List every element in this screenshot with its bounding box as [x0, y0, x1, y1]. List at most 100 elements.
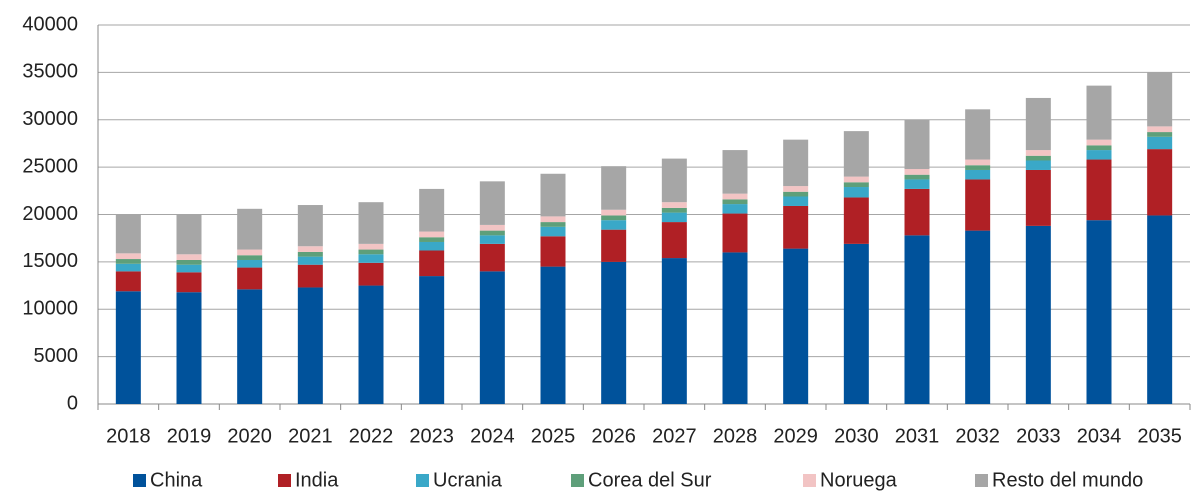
- bar-segment: [540, 173, 566, 217]
- bar-segment: [904, 235, 930, 404]
- legend-swatch: [416, 474, 429, 487]
- bar-segment: [1025, 160, 1051, 170]
- x-tick-label: 2031: [895, 425, 940, 447]
- y-tick-label: 40000: [22, 13, 78, 35]
- bar-segment: [601, 215, 627, 221]
- legend-label: Corea del Sur: [588, 469, 712, 491]
- y-tick-label: 10000: [22, 298, 78, 320]
- bar-segment: [419, 188, 445, 232]
- bar-segment: [176, 254, 202, 260]
- bar-segment: [115, 214, 141, 254]
- y-tick-label: 0: [67, 392, 78, 414]
- y-tick-label: 35000: [22, 61, 78, 83]
- bar-segment: [661, 207, 687, 213]
- bar-segment: [297, 264, 323, 288]
- legend-swatch: [278, 474, 291, 487]
- bar-segment: [783, 205, 809, 249]
- legend-swatch: [133, 474, 146, 487]
- bar-segment: [358, 262, 384, 286]
- bar-segment: [479, 224, 505, 231]
- bar-segment: [965, 109, 991, 160]
- bar-segment: [419, 237, 445, 242]
- x-tick-label: 2026: [591, 425, 636, 447]
- bar-segment: [1147, 136, 1173, 150]
- bar-segment: [1147, 149, 1173, 216]
- bar-segment: [965, 169, 991, 180]
- bar-segment: [419, 231, 445, 238]
- bar-segment: [358, 254, 384, 263]
- x-tick-label: 2019: [167, 425, 212, 447]
- bar-segment: [783, 196, 809, 206]
- bar-segment: [965, 179, 991, 231]
- x-tick-label: 2018: [106, 425, 151, 447]
- x-tick-label: 2027: [652, 425, 697, 447]
- bar-segment: [722, 193, 748, 200]
- bar-segment: [115, 259, 141, 264]
- bar-segment: [297, 205, 323, 247]
- bar-segment: [783, 191, 809, 197]
- bar-segment: [843, 176, 869, 183]
- bar-segment: [661, 258, 687, 404]
- legend-label: India: [295, 469, 339, 491]
- bar-segment: [115, 263, 141, 272]
- bar-segment: [1025, 150, 1051, 156]
- bar-segment: [479, 271, 505, 404]
- bar-segment: [904, 174, 930, 180]
- bar-segment: [843, 243, 869, 404]
- x-tick-label: 2030: [834, 425, 879, 447]
- bar-segment: [237, 208, 263, 250]
- bar-segment: [661, 202, 687, 208]
- bar-segment: [419, 250, 445, 277]
- bar-segment: [783, 248, 809, 404]
- bar-segment: [176, 259, 202, 265]
- x-tick-label: 2035: [1137, 425, 1182, 447]
- y-tick-label: 5000: [34, 345, 79, 367]
- bar-segment: [1086, 150, 1112, 160]
- bar-segment: [115, 291, 141, 404]
- bar-segment: [176, 214, 202, 255]
- bar-segment: [237, 289, 263, 404]
- bar-segment: [237, 249, 263, 256]
- bar-segment: [1086, 220, 1112, 404]
- bar-segment: [419, 276, 445, 404]
- bar-segment: [358, 249, 384, 255]
- bar-segment: [358, 285, 384, 404]
- bar-segment: [1147, 132, 1173, 137]
- bar-segment: [1025, 97, 1051, 151]
- bar-segment: [1086, 145, 1112, 151]
- bar-segment: [479, 181, 505, 225]
- bar-segment: [1147, 126, 1173, 133]
- bar-segment: [904, 179, 930, 189]
- x-tick-label: 2029: [773, 425, 818, 447]
- bar-segment: [722, 204, 748, 214]
- bar-segment: [965, 159, 991, 166]
- x-tick-label: 2022: [349, 425, 394, 447]
- bar-segment: [783, 139, 809, 187]
- bar-segment: [176, 264, 202, 273]
- bar-segment: [115, 271, 141, 292]
- bar-segment: [419, 241, 445, 251]
- bar-segment: [843, 182, 869, 188]
- legend-label: Ucrania: [433, 469, 503, 491]
- legend-label: Noruega: [820, 469, 898, 491]
- bar-segment: [540, 226, 566, 237]
- y-tick-label: 15000: [22, 250, 78, 272]
- x-tick-label: 2020: [227, 425, 272, 447]
- legend-swatch: [975, 474, 988, 487]
- x-tick-label: 2023: [409, 425, 454, 447]
- x-tick-label: 2021: [288, 425, 333, 447]
- bar-segment: [904, 188, 930, 236]
- bar-segment: [1086, 85, 1112, 140]
- y-tick-label: 25000: [22, 155, 78, 177]
- y-tick-label: 20000: [22, 203, 78, 225]
- x-tick-label: 2024: [470, 425, 515, 447]
- bar-segment: [1086, 139, 1112, 146]
- bar-segment: [904, 169, 930, 175]
- bar-segment: [297, 246, 323, 252]
- bar-segment: [237, 267, 263, 290]
- bar-segment: [601, 261, 627, 404]
- legend-swatch: [571, 474, 584, 487]
- legend-label: China: [150, 469, 203, 491]
- bar-segment: [540, 236, 566, 267]
